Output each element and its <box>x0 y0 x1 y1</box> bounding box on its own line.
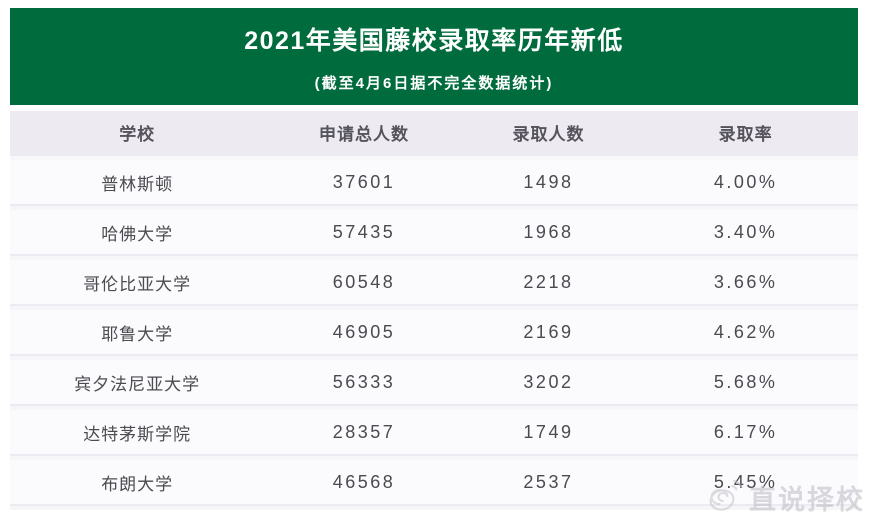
rate-cell: 4.00% <box>713 171 778 192</box>
rate-cell: 3.40% <box>713 221 778 242</box>
applicants-cell: 56333 <box>332 371 396 392</box>
school-cell: 达特茅斯学院 <box>83 424 192 444</box>
table-header-row: 学校 申请总人数 录取人数 录取率 <box>10 111 858 154</box>
school-cell: 普林斯顿 <box>101 174 174 194</box>
admitted-cell: 3202 <box>523 371 574 392</box>
applicants-cell: 46905 <box>332 321 396 342</box>
rate-cell: 6.17% <box>713 421 778 442</box>
column-header-school: 学校 <box>119 125 156 144</box>
rate-cell: 5.68% <box>713 371 778 392</box>
school-cell: 布朗大学 <box>101 474 174 494</box>
admitted-cell: 1968 <box>523 221 574 242</box>
table-row: 宾夕法尼亚大学 56333 3202 5.68% <box>10 360 858 404</box>
admitted-cell: 2218 <box>523 271 574 292</box>
table-row: 耶鲁大学 46905 2169 4.62% <box>10 310 858 354</box>
table-row: 哥伦比亚大学 60548 2218 3.66% <box>10 260 858 304</box>
rate-cell: 3.66% <box>713 271 778 292</box>
table-body: 普林斯顿 37601 1498 4.00% 哈佛大学 57435 1968 3.… <box>10 160 858 510</box>
table-row: 哈佛大学 57435 1968 3.40% <box>10 210 858 254</box>
table-row: 达特茅斯学院 28357 1749 6.17% <box>10 410 858 454</box>
rate-cell: 4.62% <box>713 321 778 342</box>
admitted-cell: 1498 <box>523 171 574 192</box>
applicants-cell: 28357 <box>332 421 396 442</box>
rate-cell: 5.45% <box>713 471 778 492</box>
admitted-cell: 1749 <box>523 421 574 442</box>
school-cell: 耶鲁大学 <box>101 324 174 344</box>
admitted-cell: 2169 <box>523 321 574 342</box>
school-cell: 哥伦比亚大学 <box>83 274 192 294</box>
applicants-cell: 60548 <box>332 271 396 292</box>
admitted-cell: 2537 <box>523 471 574 492</box>
column-header-admitted: 录取人数 <box>512 125 585 144</box>
applicants-cell: 37601 <box>332 171 396 192</box>
title-banner: 2021年美国藤校录取率历年新低 (截至4月6日据不完全数据统计) <box>10 8 858 105</box>
table-row: 普林斯顿 37601 1498 4.00% <box>10 160 858 204</box>
applicants-cell: 57435 <box>332 221 396 242</box>
school-cell: 哈佛大学 <box>101 224 174 244</box>
applicants-cell: 46568 <box>332 471 396 492</box>
page-subtitle: (截至4月6日据不完全数据统计) <box>314 74 554 92</box>
table-row: 布朗大学 46568 2537 5.45% <box>10 460 858 504</box>
column-header-applicants: 申请总人数 <box>319 125 410 144</box>
school-cell: 宾夕法尼亚大学 <box>74 374 201 394</box>
page-title: 2021年美国藤校录取率历年新低 <box>244 26 624 55</box>
column-header-rate: 录取率 <box>718 125 773 144</box>
